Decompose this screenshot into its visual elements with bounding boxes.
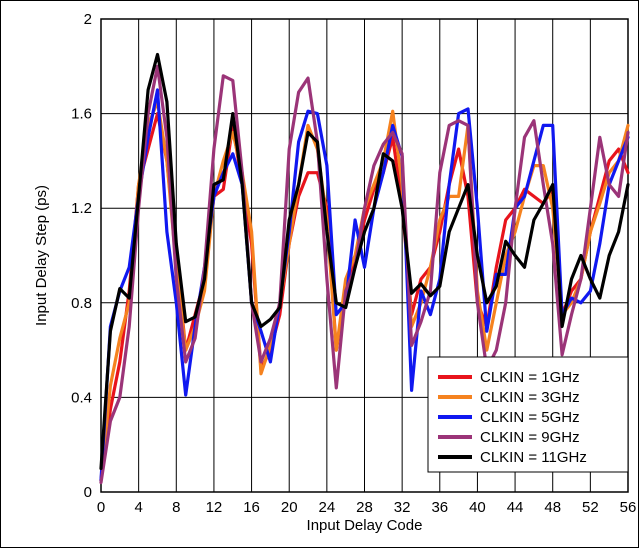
legend-label: CLKIN = 11GHz bbox=[480, 449, 587, 466]
x-tick-label: 8 bbox=[172, 499, 180, 516]
x-tick-label: 16 bbox=[243, 499, 260, 516]
y-tick-label: 1.6 bbox=[71, 106, 92, 123]
x-tick-label: 48 bbox=[544, 499, 561, 516]
x-tick-label: 28 bbox=[356, 499, 373, 516]
series-line bbox=[99, 52, 630, 470]
legend-label: CLKIN = 1GHz bbox=[480, 369, 580, 386]
y-axis-ticks: 0 0.4 0.8 1.2 1.6 2 bbox=[71, 11, 92, 501]
x-tick-label: 4 bbox=[134, 499, 142, 516]
x-tick-label: 36 bbox=[431, 499, 448, 516]
series-line bbox=[99, 64, 630, 485]
legend: CLKIN = 1GHz CLKIN = 3GHz CLKIN = 5GHz CLKI… bbox=[427, 356, 629, 473]
y-tick-label: 0 bbox=[84, 484, 92, 501]
legend-label: CLKIN = 3GHz bbox=[480, 389, 580, 406]
x-tick-label: 56 bbox=[620, 499, 637, 516]
y-tick-label: 1.2 bbox=[71, 200, 92, 217]
x-axis-ticks: 0 4 8 12 16 20 24 28 32 36 40 44 48 52 56 bbox=[97, 499, 637, 516]
x-tick-label: 24 bbox=[319, 499, 336, 516]
x-tick-label: 52 bbox=[582, 499, 599, 516]
x-tick-label: 40 bbox=[469, 499, 486, 516]
series-lines bbox=[99, 52, 630, 485]
y-tick-label: 0.4 bbox=[71, 389, 92, 406]
x-tick-label: 20 bbox=[281, 499, 298, 516]
x-tick-label: 44 bbox=[507, 499, 524, 516]
x-tick-label: 32 bbox=[394, 499, 411, 516]
x-tick-label: 12 bbox=[206, 499, 223, 516]
x-tick-label: 0 bbox=[97, 499, 105, 516]
legend-label: CLKIN = 5GHz bbox=[480, 409, 580, 426]
legend-label: CLKIN = 9GHz bbox=[480, 429, 580, 446]
series-line bbox=[99, 88, 630, 482]
y-axis-label: Input Delay Step (ps) bbox=[33, 185, 50, 326]
y-tick-label: 0.8 bbox=[71, 295, 92, 312]
x-axis-label: Input Delay Code bbox=[307, 517, 423, 534]
y-tick-label: 2 bbox=[84, 11, 92, 28]
plot-area bbox=[100, 18, 629, 493]
